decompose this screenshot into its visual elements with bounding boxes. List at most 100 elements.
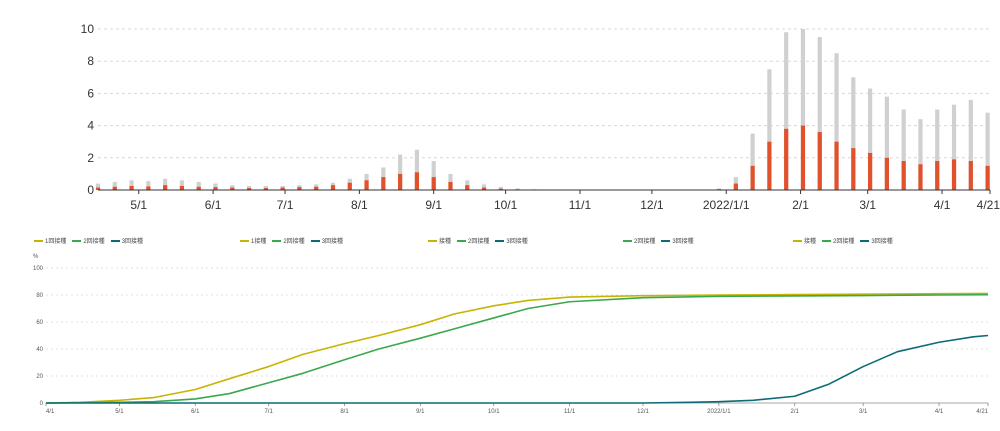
bar-sub	[868, 152, 873, 190]
bar-sub	[347, 182, 352, 190]
legend-item[interactable]: 1接種	[240, 236, 266, 245]
bar-sub	[800, 125, 806, 190]
bar-total	[884, 96, 889, 190]
bar-sub	[767, 141, 772, 190]
bar-sub	[951, 159, 957, 190]
bar-total	[918, 119, 923, 190]
bar-total	[431, 161, 436, 190]
bar-sub	[901, 161, 906, 190]
x-tick-label: 11/1	[569, 198, 592, 212]
legend-item[interactable]: 接種	[793, 236, 816, 245]
bar-total	[968, 99, 973, 190]
legend: 1回接種 2回接種 3回接種 1接種 2回接種 3回接種 接種 2回接種 3回接種 2回接種 3回接…	[0, 236, 1000, 248]
bar-total	[414, 149, 420, 190]
bar-total	[750, 133, 755, 190]
legend-group: 接種 2回接種 3回接種	[793, 236, 899, 245]
y-tick-label: 0	[87, 183, 94, 197]
y-tick-label: 4	[87, 119, 94, 133]
legend-swatch	[793, 239, 802, 242]
bar-total	[935, 109, 940, 190]
legend-label: 2回接種	[634, 239, 656, 245]
legend-item[interactable]: 3回接種	[110, 236, 143, 245]
x-tick-label: 6/1	[191, 409, 200, 415]
x-tick-label: 4/21	[977, 198, 1000, 212]
bar-sub	[280, 187, 285, 190]
bar-total	[213, 183, 218, 190]
legend-item[interactable]: 3回接種	[661, 236, 694, 245]
legend-item[interactable]: 2回接種	[272, 236, 305, 245]
bar-total	[868, 88, 873, 190]
series-line-3	[46, 334, 989, 404]
bar-sub	[146, 186, 151, 190]
y-tick-label: 6	[87, 86, 94, 100]
x-tick-label: 3/1	[859, 409, 868, 415]
legend-swatch	[495, 239, 505, 242]
bar-sub	[448, 181, 453, 190]
bar-total	[230, 185, 235, 190]
legend-item[interactable]: 2回接種	[457, 236, 489, 245]
legend-item[interactable]: 2回接種	[822, 236, 854, 245]
legend-group: 2回接種 3回接種	[623, 236, 700, 245]
bar-sub	[163, 185, 168, 190]
x-tick-label: 5/1	[115, 409, 124, 415]
legend-item[interactable]: 3回接種	[495, 236, 528, 245]
bar-sub	[481, 187, 487, 190]
bar-total	[515, 188, 520, 190]
legend-swatch	[110, 239, 120, 242]
bar-sub	[213, 187, 218, 190]
y-tick-label: 20	[36, 374, 43, 380]
legend-swatch	[457, 239, 467, 242]
bar-sub	[733, 183, 738, 190]
legend-group: 1接種 2回接種 3回接種	[240, 236, 349, 245]
x-tick-label: 3/1	[859, 198, 876, 212]
x-tick-label: 12/1	[637, 409, 649, 415]
legend-label: 2回接種	[468, 239, 490, 245]
bar-sub	[112, 186, 117, 190]
bar-total	[112, 181, 117, 190]
x-tick-label: 10/1	[488, 409, 500, 415]
legend-item[interactable]: 3回接種	[860, 236, 893, 245]
bar-sub	[414, 172, 420, 190]
x-tick-label: 12/1	[640, 198, 664, 212]
legend-item[interactable]: 2回接種	[623, 236, 655, 245]
daily-bar-chart: 0 2 4 6 8 10 5/1 6/1 7/1 8/1 9/1 10/1 11/1 12/1 2022/1…	[81, 22, 1000, 212]
x-tick-label: 4/21	[976, 409, 988, 415]
bar-total	[263, 185, 268, 190]
legend-swatch	[822, 239, 832, 242]
bar-sub	[381, 177, 386, 190]
legend-label: 2回接種	[833, 239, 855, 245]
legend-item[interactable]: 2回接種	[72, 236, 105, 245]
bar-sub	[297, 187, 302, 190]
bar-sub	[230, 187, 235, 190]
x-tick-label: 2022/1/1	[707, 409, 731, 415]
bar-sub	[246, 188, 252, 190]
x-tick-label: 2/1	[791, 409, 800, 415]
y-axis-unit-label: %	[33, 254, 39, 260]
bar-sub	[196, 186, 201, 190]
legend-item[interactable]: 3回接種	[310, 236, 343, 245]
bar-total	[985, 112, 990, 190]
x-tick-label: 8/1	[351, 198, 368, 212]
x-tick-label: 10/1	[494, 198, 518, 212]
legend-item[interactable]: 1回接種	[34, 236, 66, 245]
bar-total	[179, 180, 185, 190]
cumulative-line-chart: 0 20 40 60 80 100 4/1 5/1 6/1 7/1 8/1 9/1 10/1 11/1 12…	[33, 266, 989, 415]
bar-total	[146, 181, 151, 190]
x-tick-label: 9/1	[425, 198, 442, 212]
bar-total	[498, 186, 503, 190]
bar-sub	[465, 185, 470, 190]
y-tick-label: 60	[36, 320, 43, 326]
legend-item[interactable]: 接種	[428, 236, 451, 245]
bar-sub	[364, 180, 369, 190]
bar-sub	[263, 188, 268, 190]
legend-label: 2回接種	[283, 239, 305, 245]
legend-label: 接種	[804, 239, 817, 245]
y-tick-label: 80	[36, 293, 43, 299]
x-tick-label: 6/1	[205, 198, 222, 212]
bar-sub	[935, 161, 940, 190]
bar-total	[817, 37, 822, 190]
legend-swatch	[310, 239, 320, 242]
bar-sub	[398, 173, 403, 190]
bar-sub	[330, 185, 336, 190]
legend-swatch	[34, 239, 43, 242]
